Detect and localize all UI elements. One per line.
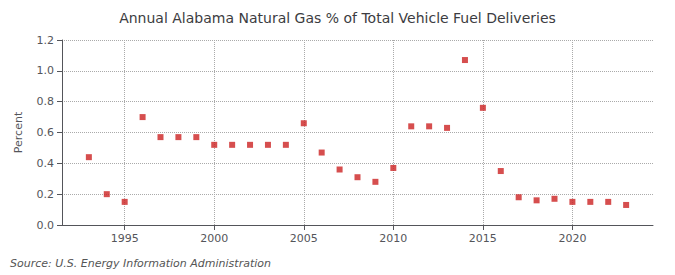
- svg-text:2000: 2000: [200, 232, 228, 245]
- svg-text:2015: 2015: [469, 232, 497, 245]
- svg-text:0.2: 0.2: [37, 188, 55, 201]
- svg-text:0.0: 0.0: [37, 219, 55, 232]
- svg-text:1.0: 1.0: [37, 64, 55, 77]
- svg-text:Source: U.S. Energy Informatio: Source: U.S. Energy Information Administ…: [10, 257, 271, 270]
- svg-text:2020: 2020: [558, 232, 586, 245]
- svg-text:Percent: Percent: [12, 111, 25, 153]
- svg-text:Annual Alabama Natural Gas % o: Annual Alabama Natural Gas % of Total Ve…: [119, 10, 556, 26]
- svg-text:0.8: 0.8: [37, 95, 55, 108]
- svg-text:1995: 1995: [111, 232, 139, 245]
- svg-text:2005: 2005: [290, 232, 318, 245]
- svg-text:0.6: 0.6: [37, 126, 55, 139]
- svg-text:2010: 2010: [379, 232, 407, 245]
- svg-text:1.2: 1.2: [37, 34, 55, 47]
- svg-text:0.4: 0.4: [37, 157, 55, 170]
